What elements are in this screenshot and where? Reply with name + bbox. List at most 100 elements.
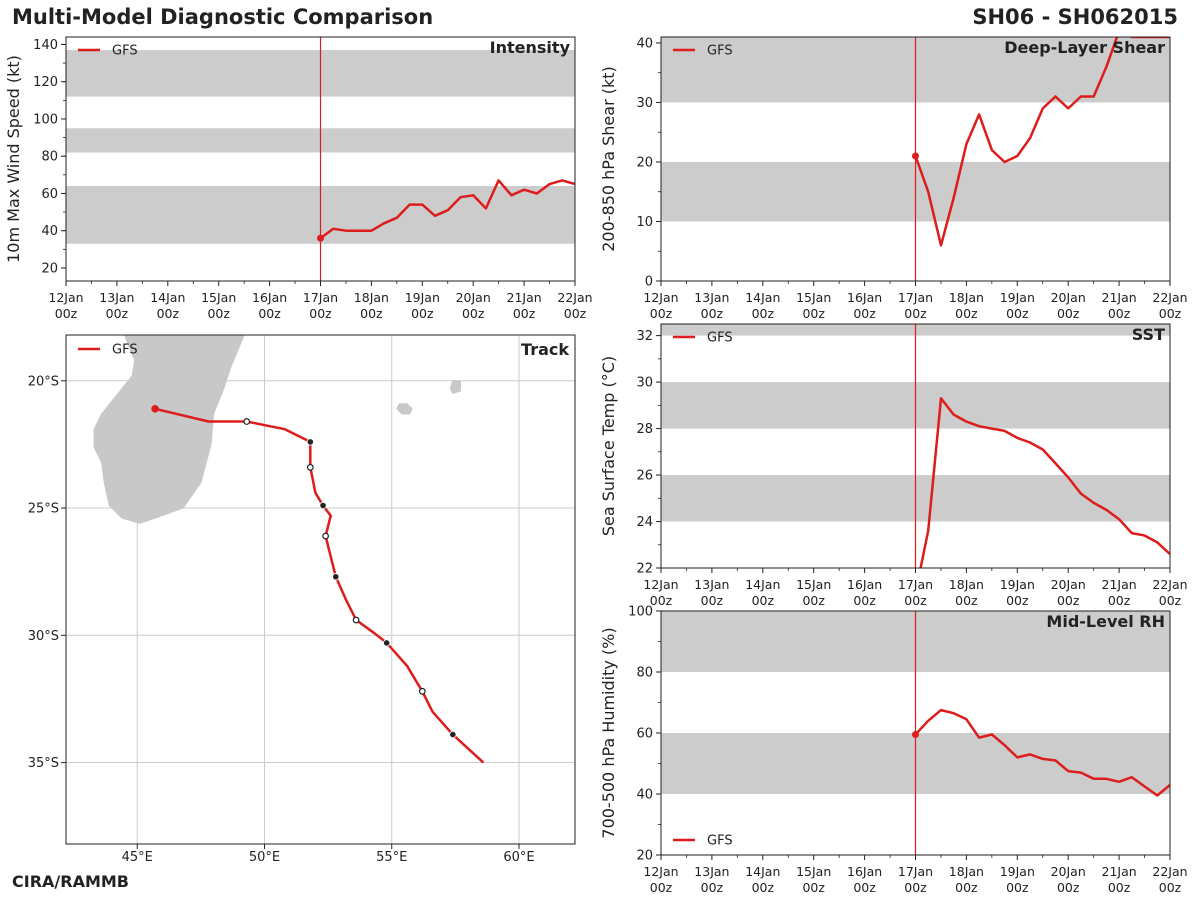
track-point-00z xyxy=(449,730,457,739)
x-tick-label: 18Jan xyxy=(949,864,984,879)
panel-title: Mid-Level RH xyxy=(1046,612,1165,631)
x-tick-label-hour: 00z xyxy=(462,306,485,321)
x-tick-label-hour: 00z xyxy=(1006,593,1029,608)
x-tick-label-hour: 00z xyxy=(955,880,978,895)
y-tick-label: 80 xyxy=(41,150,58,165)
x-tick-label: 15Jan xyxy=(796,290,831,305)
x-tick-label: 21Jan xyxy=(1102,290,1137,305)
gfs-initial-point xyxy=(912,152,919,160)
y-tick-label: 40 xyxy=(41,224,58,239)
plot-frame xyxy=(65,334,576,845)
y-tick-label: 40 xyxy=(636,36,653,51)
track-point-12z xyxy=(352,616,360,624)
panel-track: 45°E 50°E 55°E 60°E 20°S 25°S 30°S 35°S Track GFS xyxy=(28,334,576,865)
x-tick-label: 19Jan xyxy=(1000,864,1035,879)
y-tick-label: 100 xyxy=(628,605,653,620)
x-tick-label-hour: 00z xyxy=(802,593,825,608)
x-tick-label: 15Jan xyxy=(796,577,831,592)
x-tick-label: 17Jan xyxy=(303,290,338,305)
x-tick-label: 12Jan xyxy=(643,290,678,305)
x-tick-label-hour: 00z xyxy=(1057,593,1080,608)
x-tick-label: 20Jan xyxy=(1051,864,1086,879)
x-tick-label: 21Jan xyxy=(1102,577,1137,592)
x-tick-label-hour: 00z xyxy=(904,306,927,321)
track-point-00z xyxy=(306,438,314,446)
x-tick-label-hour: 00z xyxy=(1159,880,1182,895)
x-tick-label: 22Jan xyxy=(557,290,592,305)
madagascar-land xyxy=(93,335,245,524)
x-tick-label-hour: 00z xyxy=(1108,880,1131,895)
y-tick-label: 30°S xyxy=(28,629,59,644)
y-tick-label: 60 xyxy=(636,727,653,742)
legend-label: GFS xyxy=(112,343,138,358)
y-tick-label: 32 xyxy=(636,329,653,344)
x-tick-label: 17Jan xyxy=(898,864,933,879)
y-tick-label: 24 xyxy=(636,515,653,530)
x-tick-label-hour: 00z xyxy=(106,306,129,321)
x-tick-label-hour: 00z xyxy=(802,306,825,321)
track-point-00z xyxy=(319,501,327,510)
y-tick-label: 30 xyxy=(636,376,653,391)
y-axis-label: 10m Max Wind Speed (kt) xyxy=(4,55,23,263)
x-tick-label-hour: 00z xyxy=(853,880,876,895)
x-tick-label: 19Jan xyxy=(1000,577,1035,592)
gfs-series-line xyxy=(319,179,575,240)
x-tick-label: 19Jan xyxy=(405,290,440,305)
x-tick-label-hour: 00z xyxy=(955,593,978,608)
x-tick-label: 16Jan xyxy=(847,864,882,879)
panel-rh: 12Jan00z13Jan00z14Jan00z15Jan00z16Jan00z… xyxy=(599,605,1188,896)
legend-label: GFS xyxy=(707,44,733,59)
y-tick-label: 35°S xyxy=(28,756,59,771)
y-tick-label: 26 xyxy=(636,469,653,484)
y-tick-label: 20 xyxy=(636,155,653,170)
island-land xyxy=(449,380,461,395)
x-tick-label-hour: 00z xyxy=(701,306,724,321)
x-tick-label: 16Jan xyxy=(847,577,882,592)
x-tick-label-hour: 00z xyxy=(1159,593,1182,608)
x-tick-label: 15Jan xyxy=(201,290,236,305)
x-tick-label-hour: 00z xyxy=(564,306,587,321)
x-tick-label-hour: 00z xyxy=(904,880,927,895)
x-tick-label: 21Jan xyxy=(507,290,542,305)
y-tick-label: 22 xyxy=(636,562,653,577)
y-tick-label: 140 xyxy=(33,38,58,53)
x-tick-label-hour: 00z xyxy=(1159,306,1182,321)
panel-intensity: 12Jan00z13Jan00z14Jan00z15Jan00z16Jan00z… xyxy=(4,36,593,321)
x-tick-label-hour: 00z xyxy=(752,306,775,321)
x-tick-label: 19Jan xyxy=(1000,290,1035,305)
x-tick-label: 14Jan xyxy=(745,290,780,305)
x-tick-label: 13Jan xyxy=(99,290,134,305)
island-land xyxy=(396,403,413,415)
x-tick-label-hour: 00z xyxy=(1057,306,1080,321)
legend-label: GFS xyxy=(112,44,138,59)
x-tick-label: 17Jan xyxy=(898,290,933,305)
x-tick-label-hour: 00z xyxy=(701,593,724,608)
x-tick-label-hour: 00z xyxy=(650,306,673,321)
x-tick-label: 60°E xyxy=(503,850,534,865)
track-point-12z xyxy=(322,532,329,540)
x-tick-label: 22Jan xyxy=(1152,864,1187,879)
x-tick-label: 18Jan xyxy=(949,577,984,592)
storm-id: SH06 - SH062015 xyxy=(972,5,1178,29)
panel-title: Track xyxy=(521,340,569,359)
x-tick-label-hour: 00z xyxy=(1108,593,1131,608)
y-axis-label: 200-850 hPa Shear (kt) xyxy=(599,66,618,252)
y-tick-label: 40 xyxy=(636,788,653,803)
y-tick-label: 25°S xyxy=(28,502,59,517)
x-tick-label-hour: 00z xyxy=(157,306,180,321)
x-tick-label: 14Jan xyxy=(150,290,185,305)
x-tick-label: 17Jan xyxy=(898,577,933,592)
x-tick-label-hour: 00z xyxy=(955,306,978,321)
x-tick-label-hour: 00z xyxy=(1006,880,1029,895)
legend-label: GFS xyxy=(707,331,733,346)
gfs-series-line xyxy=(919,397,1170,568)
x-tick-label: 13Jan xyxy=(694,290,729,305)
x-tick-label: 16Jan xyxy=(847,290,882,305)
x-tick-label: 12Jan xyxy=(48,290,83,305)
x-tick-label-hour: 00z xyxy=(207,306,230,321)
x-tick-label-hour: 00z xyxy=(650,880,673,895)
x-tick-label: 50°E xyxy=(249,850,280,865)
gfs-initial-point xyxy=(912,731,919,739)
x-tick-label-hour: 00z xyxy=(309,306,332,321)
